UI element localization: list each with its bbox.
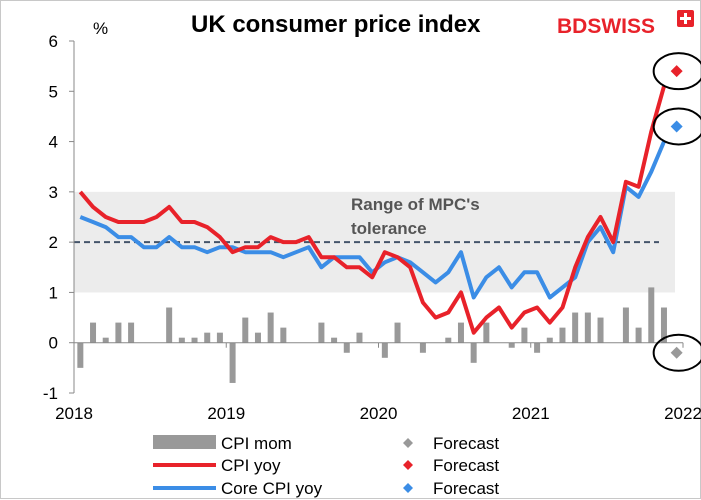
forecast-highlight-circle xyxy=(652,107,701,146)
line-layer xyxy=(78,85,666,335)
x-tick-label: 2021 xyxy=(512,404,550,423)
cpi-mom-bar xyxy=(419,342,426,353)
cpi-mom-bar xyxy=(584,312,591,343)
cpi-mom-bar xyxy=(622,307,629,343)
cpi-mom-bar xyxy=(445,337,452,343)
legend-swatch-bar xyxy=(153,435,216,449)
y-tick-label: 0 xyxy=(49,334,58,353)
cpi-mom-bar xyxy=(331,337,338,343)
cpi-mom-bar xyxy=(381,342,388,358)
cpi-mom-bar xyxy=(648,287,655,343)
y-tick-label: 1 xyxy=(49,283,58,302)
cpi-mom-bar xyxy=(318,322,325,343)
cpi-mom-bar xyxy=(229,342,236,383)
cpi-mom-bar xyxy=(254,332,261,343)
legend-label: Forecast xyxy=(433,479,499,498)
x-tick-label: 2022 xyxy=(664,404,701,423)
legend-swatch-diamond xyxy=(403,460,413,470)
y-tick-label: 6 xyxy=(49,32,58,51)
cpi-mom-bar xyxy=(166,307,173,343)
cpi-mom-bar xyxy=(660,307,667,343)
legend-label: CPI yoy xyxy=(221,456,281,475)
logo-text: BDSWISS xyxy=(557,15,655,38)
cpi-yoy-line xyxy=(78,85,666,335)
cpi-mom-bar xyxy=(343,342,350,353)
cpi-mom-bar xyxy=(521,327,528,343)
y-tick-label: 3 xyxy=(49,183,58,202)
cpi-mom-bar xyxy=(280,327,287,343)
cpi-mom-bar xyxy=(572,312,579,343)
cpi-mom-bar xyxy=(394,322,401,343)
y-tick-label: 2 xyxy=(49,233,58,252)
logo-cross-icon xyxy=(677,10,694,27)
tolerance-label-line2: tolerance xyxy=(351,219,427,238)
axis-layer: -1 0 1 2 3 4 5 6 2018 2019 2020 2021 2022 xyxy=(43,32,701,423)
cpi-mom-bar xyxy=(597,317,604,343)
bdswiss-logo: BDSWISS xyxy=(557,10,694,38)
x-tick-label: 2018 xyxy=(55,404,93,423)
cpi-mom-bar xyxy=(483,322,490,343)
bar-layer xyxy=(77,287,667,383)
forecast-marker-layer xyxy=(652,52,701,372)
cpi-mom-bar xyxy=(242,317,249,343)
cpi-mom-bar xyxy=(457,322,464,343)
y-unit-label: % xyxy=(93,19,108,38)
cpi-mom-bar xyxy=(115,322,122,343)
cpi-mom-bar xyxy=(356,332,363,343)
cpi-mom-bar xyxy=(546,337,553,343)
chart-title: UK consumer price index xyxy=(191,11,481,38)
legend-label: CPI mom xyxy=(221,434,292,453)
cpi-mom-bar xyxy=(216,332,223,343)
legend-swatch-diamond xyxy=(403,483,413,493)
cpi-mom-bar xyxy=(102,337,109,343)
cpi-mom-bar xyxy=(90,322,97,343)
legend-swatch-diamond xyxy=(403,438,413,448)
legend-label: Forecast xyxy=(433,456,499,475)
y-tick-label: -1 xyxy=(43,384,58,403)
cpi-mom-bar xyxy=(178,337,185,343)
cpi-mom-bar xyxy=(128,322,135,343)
core-cpi-yoy-line xyxy=(79,140,666,300)
cpi-mom-bar xyxy=(267,312,274,343)
forecast-highlight-circle xyxy=(652,333,701,372)
x-tick-label: 2019 xyxy=(207,404,245,423)
cpi-mom-bar xyxy=(204,332,211,343)
cpi-mom-bar xyxy=(470,342,477,363)
cpi-mom-bar xyxy=(635,327,642,343)
y-tick-label: 5 xyxy=(49,82,58,101)
cpi-mom-bar xyxy=(77,342,84,368)
cpi-mom-bar xyxy=(508,342,515,348)
forecast-point xyxy=(670,120,683,133)
x-tick-label: 2020 xyxy=(360,404,398,423)
cpi-mom-bar xyxy=(191,337,198,343)
cpi-mom-bar xyxy=(559,327,566,343)
legend-label: Forecast xyxy=(433,434,499,453)
forecast-point xyxy=(670,65,683,78)
forecast-point xyxy=(670,346,683,359)
y-tick-label: 4 xyxy=(49,133,58,152)
forecast-highlight-circle xyxy=(652,52,701,91)
legend: CPI mom Forecast CPI yoy Forecast Core CPI y… xyxy=(153,434,499,498)
legend-label: Core CPI yoy xyxy=(221,479,323,498)
cpi-mom-bar xyxy=(534,342,541,353)
tolerance-label-line1: Range of MPC's xyxy=(351,195,480,214)
